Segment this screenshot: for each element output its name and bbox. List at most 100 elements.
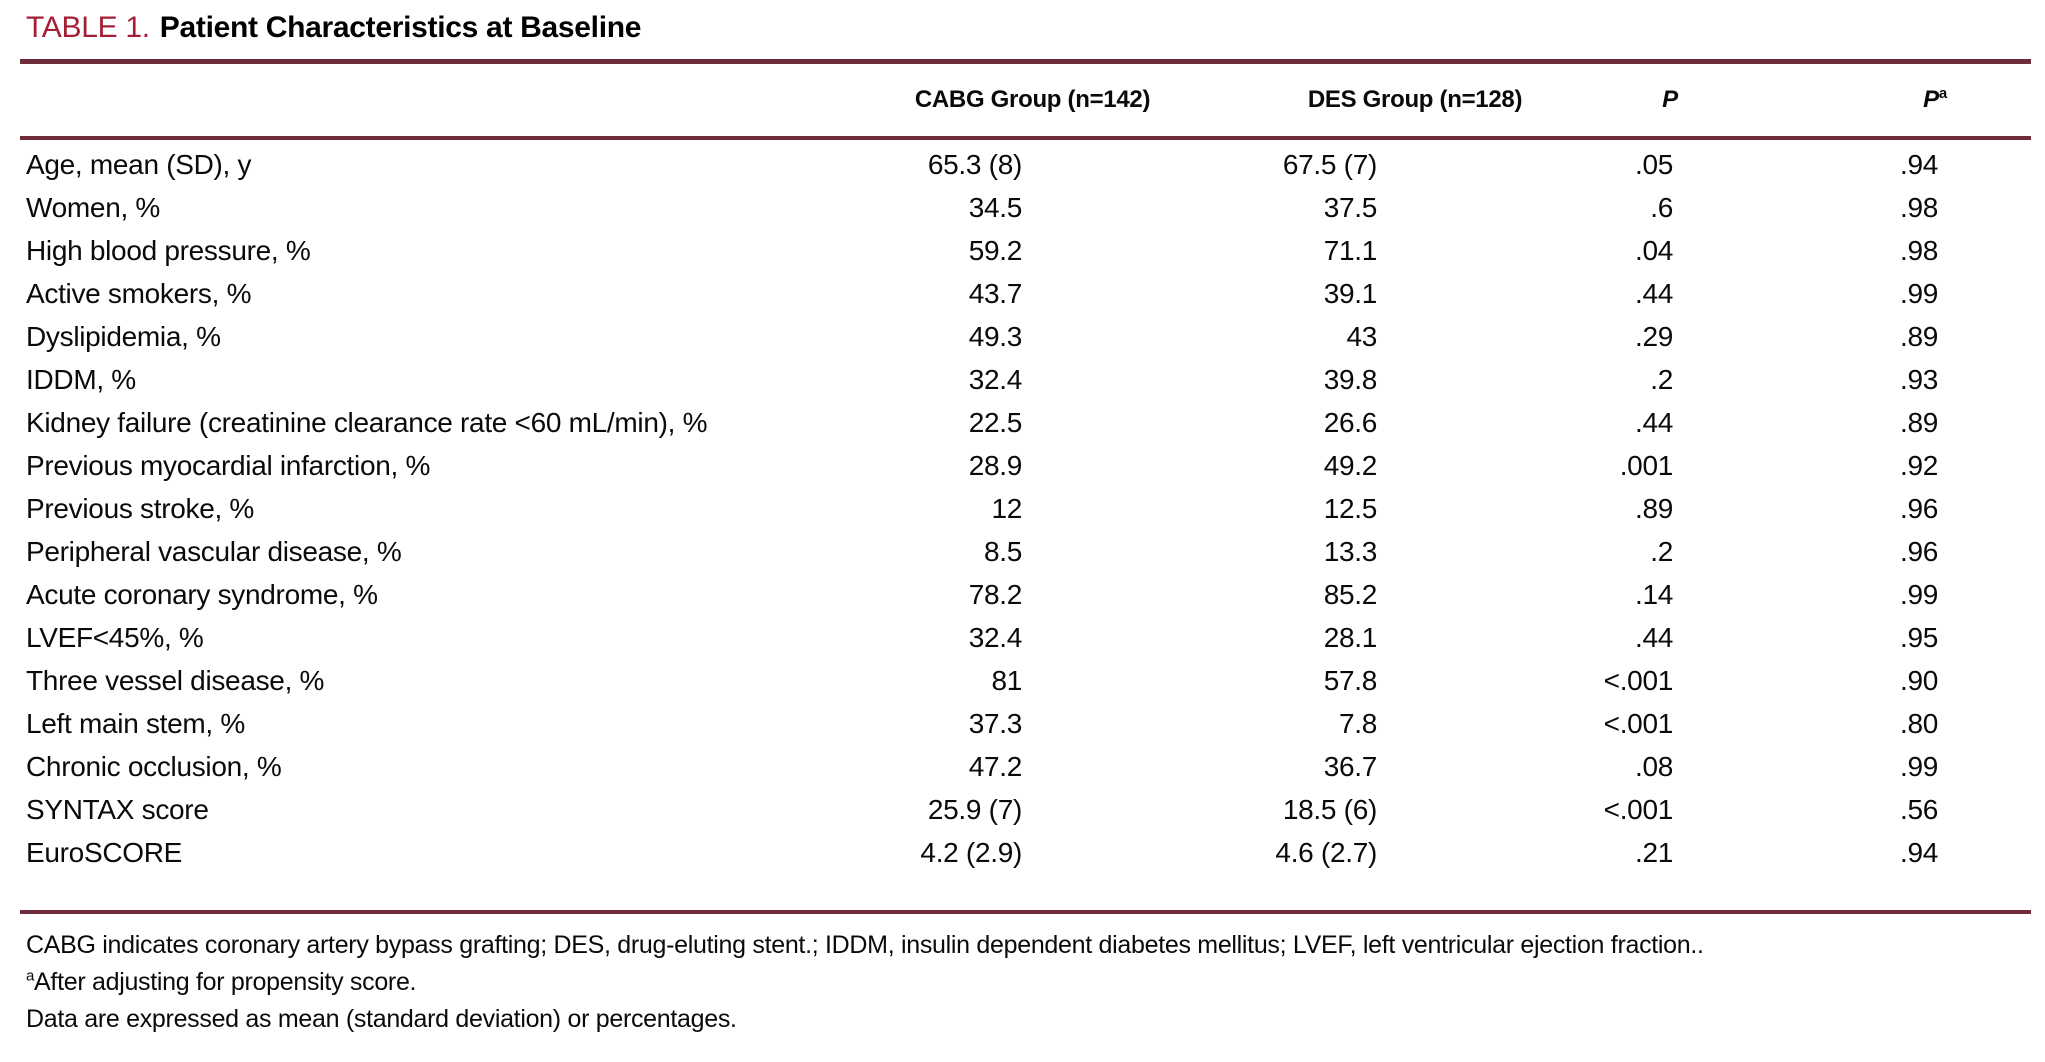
cabg-value: 43.7 [968, 277, 1023, 309]
table-number: TABLE 1. [26, 11, 150, 44]
cabg-value: 65.3 (8) [927, 148, 1022, 180]
p-value: .44 [1634, 277, 1673, 309]
table-row: High blood pressure, % 59.2 71.1 .04 .98 [20, 229, 2031, 272]
row-label: High blood pressure, % [26, 234, 311, 266]
footnotes: CABG indicates coronary artery bypass gr… [20, 927, 2031, 1038]
p-adjusted-value: .99 [1899, 750, 1938, 782]
table-row: Left main stem, % 37.3 7.8 <.001 .80 [20, 702, 2031, 745]
cabg-value: 32.4 [968, 621, 1023, 653]
table-row: EuroSCORE 4.2 (2.9) 4.6 (2.7) .21 .94 [20, 831, 2031, 914]
row-label: LVEF<45%, % [26, 621, 204, 653]
p-value: .21 [1565, 831, 1775, 914]
des-value: 36.7 [1323, 750, 1378, 782]
cabg-value: 4.2 (2.9) [855, 831, 1210, 914]
table-row: LVEF<45%, % 32.4 28.1 .44 .95 [20, 616, 2031, 659]
row-label: Peripheral vascular disease, % [26, 535, 402, 567]
des-value: 85.2 [1323, 578, 1378, 610]
p-value: .44 [1634, 406, 1673, 438]
cabg-value: 8.5 [983, 535, 1022, 567]
col-header-blank [20, 59, 855, 140]
des-value: 7.8 [1338, 707, 1377, 739]
p-adjusted-value: .80 [1899, 707, 1938, 739]
row-label: Women, % [26, 191, 161, 223]
page-title: Patient Characteristics at Baseline [159, 11, 642, 44]
baseline-characteristics-table: CABG Group (n=142) DES Group (n=128) P P… [20, 59, 2031, 914]
table-row: Dyslipidemia, % 49.3 43 .29 .89 [20, 315, 2031, 358]
p-adjusted-value: .89 [1899, 320, 1938, 352]
p-value: .2 [1650, 363, 1673, 395]
table-row: Kidney failure (creatinine clearance rat… [20, 401, 2031, 444]
footnote-data-format: Data are expressed as mean (standard dev… [26, 1005, 737, 1033]
table-row: Chronic occlusion, % 47.2 36.7 .08 .99 [20, 745, 2031, 788]
header-row: CABG Group (n=142) DES Group (n=128) P P… [20, 59, 2031, 140]
p-value: .14 [1634, 578, 1673, 610]
cabg-value: 32.4 [968, 363, 1023, 395]
p-value: .08 [1634, 750, 1673, 782]
cabg-value: 37.3 [968, 707, 1023, 739]
col-header-p-adjusted: Pa [1775, 59, 2031, 140]
des-value: 43 [1346, 320, 1377, 352]
p-adjusted-value: .98 [1899, 234, 1938, 266]
footnote-propensity: aAfter adjusting for propensity score. [26, 967, 417, 996]
p-value: <.001 [1603, 793, 1674, 825]
cabg-value: 25.9 (7) [927, 793, 1022, 825]
table-row: Previous stroke, % 12 12.5 .89 .96 [20, 487, 2031, 530]
row-label: Dyslipidemia, % [26, 320, 221, 352]
table-caption: TABLE 1. Patient Characteristics at Basel… [20, 0, 2031, 46]
p-adjusted-value: .96 [1899, 535, 1938, 567]
cabg-value: 34.5 [968, 191, 1023, 223]
row-label: Chronic occlusion, % [26, 750, 282, 782]
table-row: Previous myocardial infarction, % 28.9 4… [20, 444, 2031, 487]
table-row: Age, mean (SD), y 65.3 (8) 67.5 (7) .05 … [20, 138, 2031, 186]
p-adjusted-value: .92 [1899, 449, 1938, 481]
des-value: 39.1 [1323, 277, 1378, 309]
cabg-value: 12 [991, 492, 1022, 524]
row-label: Three vessel disease, % [26, 664, 325, 696]
table-row: Three vessel disease, % 81 57.8 <.001 .9… [20, 659, 2031, 702]
table-row: Active smokers, % 43.7 39.1 .44 .99 [20, 272, 2031, 315]
des-value: 49.2 [1323, 449, 1378, 481]
cabg-value: 22.5 [968, 406, 1023, 438]
des-value: 26.6 [1323, 406, 1378, 438]
table-row: SYNTAX score 25.9 (7) 18.5 (6) <.001 .56 [20, 788, 2031, 831]
table-row: IDDM, % 32.4 39.8 .2 .93 [20, 358, 2031, 401]
table-row: Acute coronary syndrome, % 78.2 85.2 .14… [20, 573, 2031, 616]
des-value: 37.5 [1323, 191, 1378, 223]
col-header-cabg: CABG Group (n=142) [855, 59, 1210, 140]
des-value: 67.5 (7) [1282, 148, 1377, 180]
row-label: IDDM, % [26, 363, 136, 395]
row-label: Kidney failure (creatinine clearance rat… [26, 406, 708, 438]
des-value: 57.8 [1323, 664, 1378, 696]
cabg-value: 59.2 [968, 234, 1023, 266]
p-value: .001 [1619, 449, 1674, 481]
p-adjusted-value: .96 [1899, 492, 1938, 524]
row-label: EuroSCORE [20, 831, 855, 914]
des-value: 18.5 (6) [1282, 793, 1377, 825]
row-label: Previous stroke, % [26, 492, 255, 524]
row-label: Acute coronary syndrome, % [26, 578, 378, 610]
p-value: <.001 [1603, 664, 1674, 696]
des-value: 39.8 [1323, 363, 1378, 395]
p-adjusted-value: .94 [1899, 148, 1938, 180]
des-value: 13.3 [1323, 535, 1378, 567]
p-value: .6 [1650, 191, 1673, 223]
row-label: Age, mean (SD), y [26, 148, 252, 180]
cabg-value: 47.2 [968, 750, 1023, 782]
p-adjusted-value: .98 [1899, 191, 1938, 223]
table-row: Women, % 34.5 37.5 .6 .98 [20, 186, 2031, 229]
p-adjusted-value: .99 [1899, 578, 1938, 610]
des-value: 4.6 (2.7) [1210, 831, 1565, 914]
des-value: 71.1 [1323, 234, 1378, 266]
des-value: 28.1 [1323, 621, 1378, 653]
row-label: Left main stem, % [26, 707, 245, 739]
p-adjusted-value: .99 [1899, 277, 1938, 309]
p-adjusted-value: .94 [1775, 831, 2031, 914]
p-value: .05 [1634, 148, 1673, 180]
p-value: .2 [1650, 535, 1673, 567]
cabg-value: 28.9 [968, 449, 1023, 481]
p-adjusted-value: .93 [1899, 363, 1938, 395]
p-adjusted-value: .90 [1899, 664, 1938, 696]
cabg-value: 78.2 [968, 578, 1023, 610]
p-value: .44 [1634, 621, 1673, 653]
superscript-a: a [1938, 85, 1947, 102]
